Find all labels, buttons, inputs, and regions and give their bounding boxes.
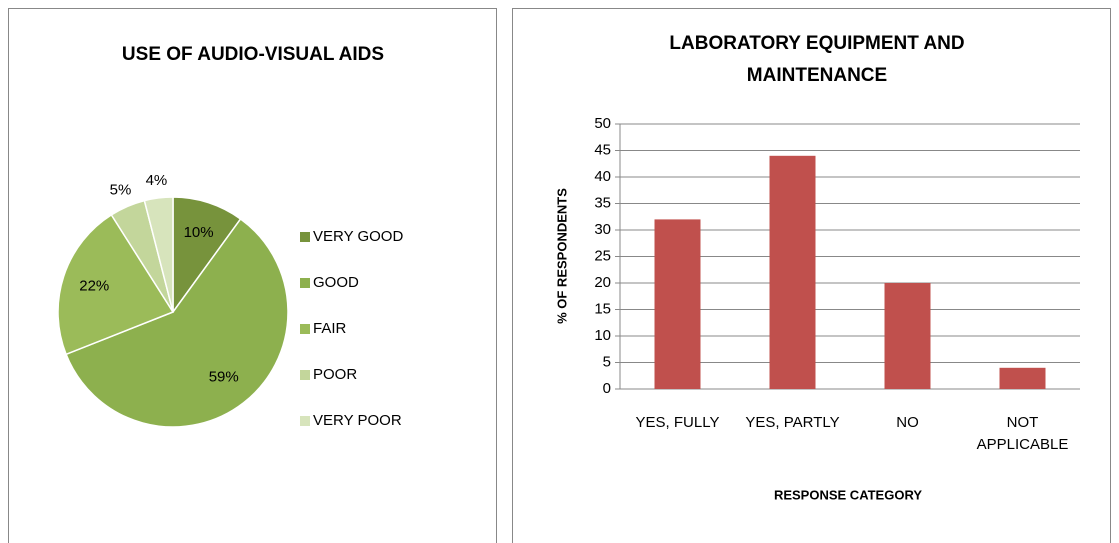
x-axis-label: RESPONSE CATEGORY: [774, 487, 922, 502]
x-tick-box: NOT APPLICABLE: [976, 414, 1069, 453]
x-tick-box: YES, FULLY: [635, 414, 720, 431]
y-tick-label: 25: [594, 247, 611, 264]
x-tick-label: YES, FULLY: [635, 414, 720, 431]
y-tick-label: 20: [594, 274, 611, 291]
data-label: 22%: [79, 277, 109, 294]
x-tick-box: YES, PARTLY: [745, 414, 840, 431]
legend-swatch: [300, 278, 310, 288]
data-label: 4%: [146, 172, 168, 189]
bar: [999, 367, 1046, 389]
chart-title-box: LABORATORY EQUIPMENT AND MAINTENANCE: [669, 33, 965, 86]
legend-label: GOOD: [313, 274, 359, 291]
data-label: 10%: [184, 224, 214, 241]
y-tick-label: 50: [594, 115, 611, 132]
y-tick-label: 0: [603, 380, 611, 397]
pie-slice: [143, 196, 174, 313]
legend-swatch: [300, 370, 310, 380]
y-tick-label: 35: [594, 194, 611, 211]
legend-label: POOR: [313, 366, 357, 383]
y-tick-label: 15: [594, 300, 611, 317]
x-tick-label: NO: [896, 414, 919, 431]
y-tick-label: 30: [594, 221, 611, 238]
pie-slice: [65, 217, 289, 428]
bar: [884, 283, 931, 389]
bar: [654, 219, 701, 389]
y-tick-label: 45: [594, 141, 611, 158]
legend-label: VERY POOR: [313, 412, 402, 429]
y-tick-label: 5: [603, 353, 611, 370]
legend-label: FAIR: [313, 320, 347, 337]
x-tick-box: NO: [896, 414, 919, 431]
y-axis-label: % OF RESPONDENTS: [554, 188, 569, 324]
data-label: 59%: [209, 368, 239, 385]
x-tick-label: YES, PARTLY: [745, 414, 840, 431]
data-label: 5%: [110, 182, 132, 199]
x-tick-label: NOT APPLICABLE: [976, 414, 1069, 453]
pie-slice: [172, 196, 242, 315]
chart-title: LABORATORY EQUIPMENT AND MAINTENANCE: [669, 33, 965, 86]
legend-label: VERY GOOD: [313, 228, 403, 245]
pie-slice: [57, 213, 175, 356]
y-tick-label: 10: [594, 327, 611, 344]
bar: [769, 155, 816, 389]
legend-swatch: [300, 416, 310, 426]
legend-swatch: [300, 324, 310, 334]
y-tick-label: 40: [594, 168, 611, 185]
chart-title: USE OF AUDIO-VISUAL AIDS: [122, 44, 384, 65]
legend-swatch: [300, 232, 310, 242]
